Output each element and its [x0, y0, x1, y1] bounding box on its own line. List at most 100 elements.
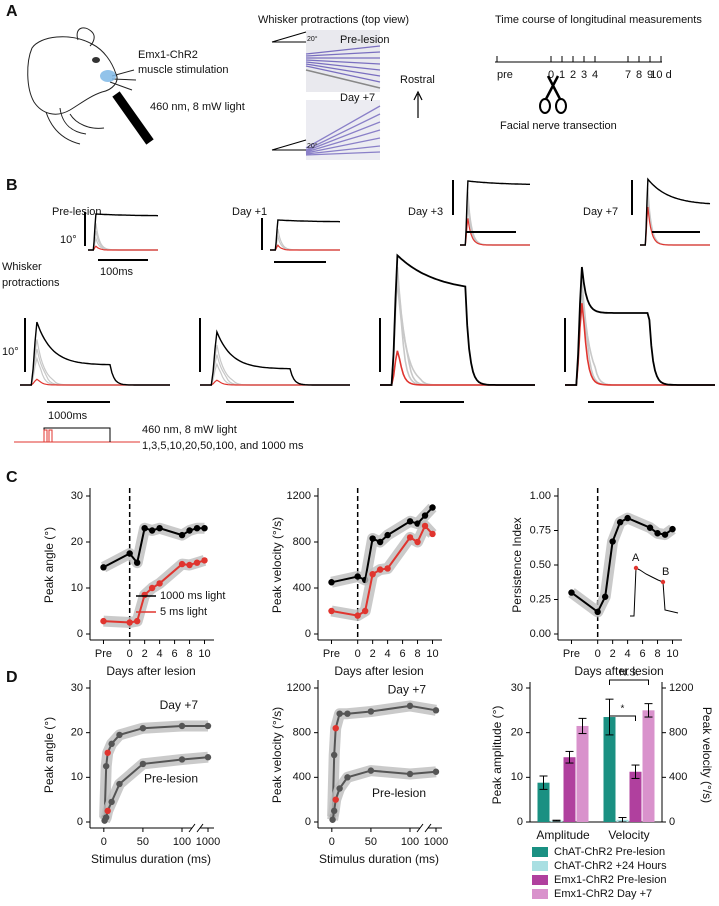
data-point: [354, 573, 361, 580]
data-point: [148, 527, 156, 534]
data-point: [186, 561, 193, 569]
inset-label: B: [662, 566, 669, 578]
x-axis-label: Stimulus duration (ms): [91, 852, 211, 866]
scale-label: 1000ms: [48, 410, 88, 422]
trace: [200, 354, 350, 386]
x-tick-label: 2: [142, 648, 148, 660]
data-point: [330, 807, 338, 815]
data-point: [376, 566, 384, 573]
legend-label: ChAT-ChR2 +24 Hours: [554, 860, 667, 872]
x-tick-label: Velocity: [608, 828, 649, 842]
legend-label: 5 ms light: [160, 606, 207, 618]
x-tick-label: 0: [127, 648, 133, 660]
bar: [576, 725, 589, 822]
timeline-tick-label: 7: [625, 69, 631, 81]
data-point: [661, 531, 669, 538]
legend-label: Emx1-ChR2 Day +7: [554, 888, 652, 900]
data-point: [141, 591, 148, 599]
trace: [88, 245, 158, 251]
angle-label: 20°: [307, 35, 318, 43]
mouse-sketch: [27, 27, 154, 145]
x-tick-label: Pre: [323, 648, 340, 660]
data-point: [133, 617, 141, 625]
data-point: [406, 770, 414, 778]
significance-label: *: [621, 704, 625, 715]
condition-title: Day +3: [408, 206, 443, 218]
x-tick-label: 4: [157, 648, 163, 660]
data-point: [344, 710, 351, 717]
data-point: [178, 560, 186, 568]
x-tick-label: 50: [137, 836, 149, 848]
error-bar: [539, 775, 548, 790]
x-axis-label: Days after lesion: [334, 664, 423, 678]
x-tick-label: 6: [172, 648, 178, 660]
angle-label: 20°: [307, 142, 318, 150]
data-point: [568, 589, 575, 596]
y-tick-label: 1.00: [530, 490, 551, 502]
data-point: [126, 619, 133, 626]
series-line: [331, 506, 434, 584]
data-point: [669, 525, 676, 533]
trace: [88, 213, 158, 251]
timeline-tick-label: 8: [636, 69, 642, 81]
legend-label: 1000 ms light: [160, 590, 225, 602]
data-point: [646, 524, 654, 531]
x-tick-label: 2: [370, 648, 376, 660]
significance-bracket: [609, 715, 636, 721]
data-point: [108, 740, 115, 748]
error-band: [99, 751, 209, 824]
data-point: [332, 725, 339, 732]
x-tick-label: 2: [610, 648, 616, 660]
data-point: [406, 518, 414, 525]
data-point: [193, 559, 201, 566]
y-tick-label: 800: [293, 727, 311, 739]
panel-label: C: [6, 469, 18, 486]
trace: [460, 206, 530, 246]
x-tick-label: 10: [666, 648, 678, 660]
data-point: [193, 525, 201, 532]
y-tick-label: 0.75: [530, 524, 551, 536]
inset-point: [660, 579, 666, 585]
data-point: [156, 525, 163, 532]
data-point: [429, 530, 436, 538]
data-point: [414, 538, 421, 546]
x-tick-label: Pre: [563, 648, 580, 660]
trace: [380, 253, 535, 386]
data-point: [102, 762, 110, 770]
x-tick-label: 0: [355, 648, 361, 660]
y-tick-label: 400: [669, 771, 687, 783]
data-point: [178, 756, 186, 763]
data-point: [178, 531, 186, 539]
x-tick-label: 6: [400, 648, 406, 660]
error-bar: [644, 703, 653, 718]
bar: [563, 757, 576, 822]
trace: [88, 223, 158, 251]
panel-label: B: [6, 177, 18, 194]
data-point: [344, 774, 351, 781]
x-tick-label: 6: [640, 648, 646, 660]
x-tick-label: 0: [329, 836, 335, 848]
data-point: [414, 520, 421, 527]
timeline-tick-label: 9: [647, 69, 653, 81]
data-point: [367, 708, 375, 715]
y-tick-label: 0: [305, 816, 311, 828]
trace: [640, 197, 710, 246]
y-tick-label: 800: [669, 727, 687, 739]
legend-swatch: [532, 875, 548, 885]
timeline-tick-label: 0: [548, 69, 554, 81]
trace: [200, 329, 350, 386]
condition-title: Day +7: [583, 206, 618, 218]
data-point: [204, 754, 212, 761]
data-point: [328, 579, 335, 586]
bar: [603, 717, 616, 822]
y-tick-label: 0.50: [530, 559, 551, 571]
data-point: [369, 535, 376, 542]
legend-label: ChAT-ChR2 Pre-lesion: [554, 846, 665, 858]
scissors-icon: [539, 75, 567, 114]
series-line: [331, 524, 434, 617]
data-point: [609, 538, 616, 545]
trace: [88, 230, 158, 251]
y-tick-label: 10: [71, 582, 83, 594]
timeline-ticks: pre 0 1 2 3 4 7 8 910 d: [496, 56, 672, 81]
data-point: [384, 565, 391, 572]
